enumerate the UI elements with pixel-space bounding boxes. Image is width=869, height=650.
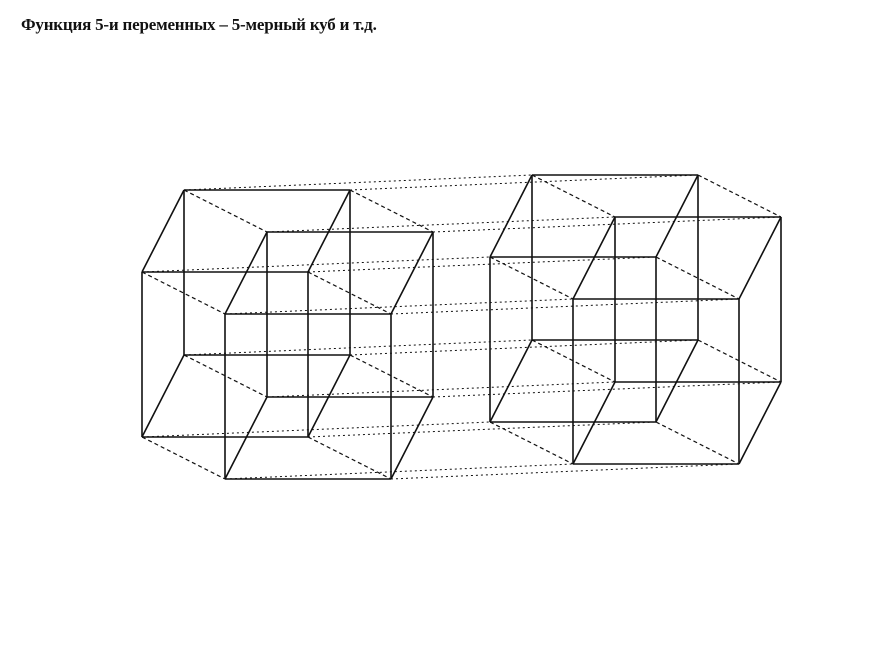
tesseract-link [489,421,574,465]
fifth-dimension-link [224,463,574,480]
cube-edge [141,354,185,438]
tesseract-link [531,174,616,218]
fifth-dimension-link [141,421,491,438]
fifth-dimension-link [224,298,574,315]
fifth-dimension-link [183,174,533,191]
fifth-dimension-link [432,381,782,398]
tesseract-link [307,436,392,480]
cube-edge [224,396,268,480]
fifth-dimension-link [390,463,740,480]
cube-edge [390,231,434,315]
fifth-dimension-link [307,256,657,273]
fifth-dimension-link [349,174,699,191]
fifth-dimension-link [390,298,740,315]
slide-title: Функция 5-и переменных – 5-мерный куб и … [21,15,377,34]
fifth-dimension-link [349,339,699,356]
cube-edge [738,381,782,465]
tesseract-link [183,354,268,398]
cube-edge [307,189,351,273]
cube-edge [489,174,533,258]
tesseract-link [307,271,392,315]
cube-edge [655,174,699,258]
fifth-dimension-link [266,381,616,398]
tesseract-link [349,354,434,398]
cube-edge [390,396,434,480]
fifth-dimension-link [432,216,782,233]
fifth-dimension-link [141,256,491,273]
tesseract-link [655,421,740,465]
fifth-dimension-link [183,339,533,356]
tesseract-link [141,271,226,315]
tesseract-link [183,189,268,233]
fifth-dimension-link [307,421,657,438]
tesseract-link [531,339,616,383]
cube-edge [738,216,782,300]
left-tesseract [141,189,434,480]
right-tesseract [489,174,782,465]
tesseract-link [697,339,782,383]
tesseract-link [655,256,740,300]
tesseract-link [697,174,782,218]
cube-edge [307,354,351,438]
cube-edge [224,231,268,315]
cube-edge [655,339,699,423]
tesseract-link [141,436,226,480]
fifth-dimension-link [266,216,616,233]
cube-edge [572,381,616,465]
tesseract-link [349,189,434,233]
fifth-dimension-links [141,174,782,480]
cube-edge [141,189,185,273]
cube-edge [572,216,616,300]
tesseract-link [489,256,574,300]
cube-edge [489,339,533,423]
